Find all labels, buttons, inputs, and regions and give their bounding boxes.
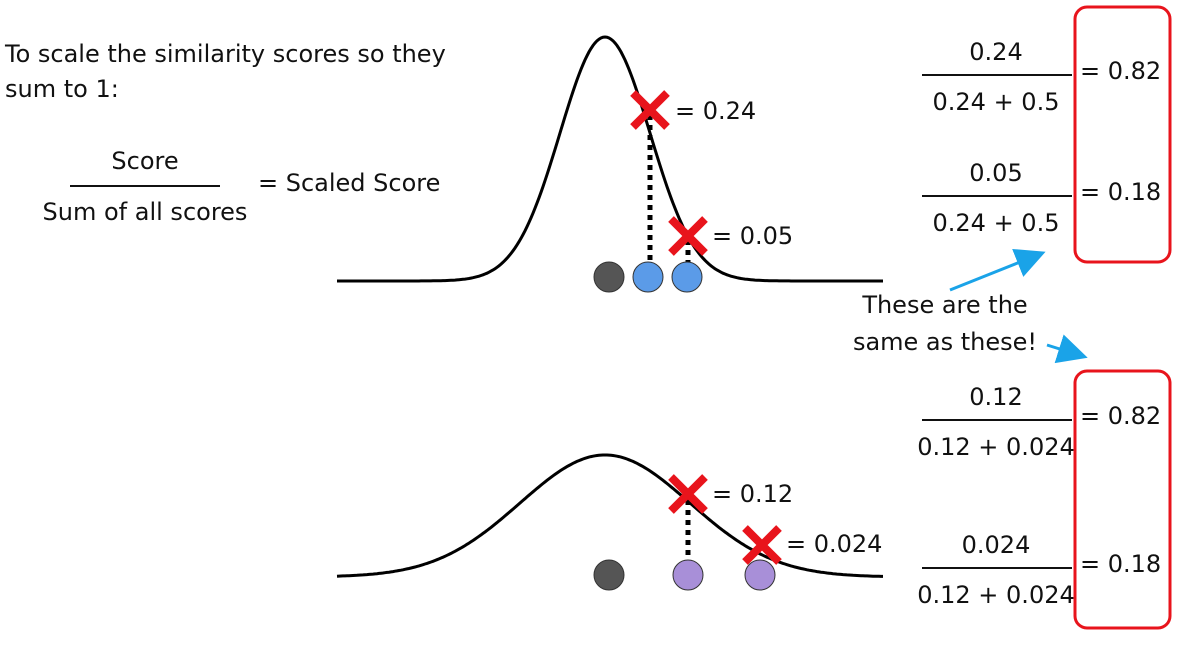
top-curve xyxy=(337,35,883,283)
dotted-lines xyxy=(647,115,691,558)
fraction-denominator: 0.24 + 0.5 xyxy=(933,88,1060,116)
fraction-numerator: 0.024 xyxy=(962,531,1031,559)
point-label: = 0.024 xyxy=(786,530,882,558)
fraction-result: = 0.18 xyxy=(1080,178,1161,206)
intro-line: To scale the similarity scores so they xyxy=(4,40,446,68)
fraction-result: = 0.82 xyxy=(1080,402,1161,430)
arrow xyxy=(949,248,1046,292)
highlight-box xyxy=(1073,5,1172,264)
fraction-denominator: 0.12 + 0.024 xyxy=(917,581,1075,609)
highlight-box xyxy=(1073,369,1172,630)
fraction-denominator: 0.24 + 0.5 xyxy=(933,209,1060,237)
point-label: = 0.12 xyxy=(712,480,793,508)
fraction-denominator: 0.12 + 0.024 xyxy=(917,433,1075,461)
formula-denominator: Sum of all scores xyxy=(43,198,248,226)
formula-numerator: Score xyxy=(111,147,178,175)
points xyxy=(593,261,776,591)
red-crosses xyxy=(630,90,782,565)
note-line: These are the xyxy=(861,291,1027,319)
arrow xyxy=(1046,334,1088,364)
bottom-curve xyxy=(336,453,883,578)
fraction-numerator: 0.12 xyxy=(969,383,1022,411)
intro-line: sum to 1: xyxy=(5,75,119,103)
formula-result: = Scaled Score xyxy=(258,169,440,197)
fraction-result: = 0.18 xyxy=(1080,550,1161,578)
fraction-numerator: 0.05 xyxy=(969,159,1022,187)
note-line: same as these! xyxy=(853,328,1037,356)
point-label: = 0.05 xyxy=(712,222,793,250)
point-label: = 0.24 xyxy=(675,97,756,125)
fraction-result: = 0.82 xyxy=(1080,57,1161,85)
fraction-numerator: 0.24 xyxy=(969,38,1022,66)
